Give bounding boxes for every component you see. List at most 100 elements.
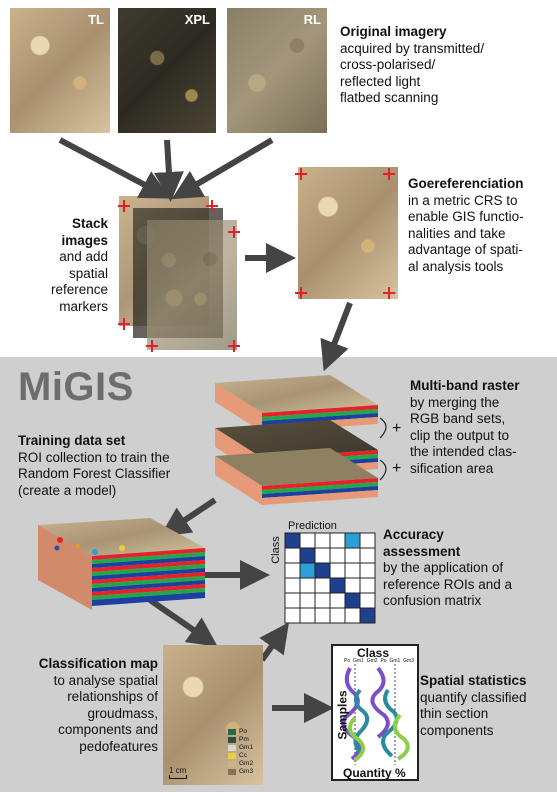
matrix-cell: [314, 547, 331, 564]
stack-line: and add: [59, 249, 108, 264]
stack-layer-3: [147, 220, 237, 350]
classification-text: Classification map to analyse spatial re…: [6, 656, 158, 755]
georef-image: [298, 167, 398, 299]
legend-label: Pm: [239, 736, 249, 743]
stats-class-label: Class: [357, 646, 390, 660]
stats-column-label: Gm3: [403, 658, 414, 664]
spatial-line: components: [420, 722, 494, 738]
legend-swatch: [228, 769, 236, 775]
matrix-cell: [359, 607, 376, 624]
classification-title: Classification map: [38, 656, 158, 671]
accuracy-title-2: assessment: [383, 543, 461, 559]
accuracy-text: Accuracy assessment by the application o…: [383, 527, 553, 610]
matrix-cell: [314, 532, 331, 549]
rl-label: RL: [303, 12, 321, 27]
spatial-line: thin section: [420, 706, 489, 721]
stats-chart: [331, 644, 419, 781]
classification-line: to analyse spatial: [53, 672, 158, 688]
classification-map: [163, 645, 263, 785]
multiband-line: sification area: [410, 460, 494, 476]
matrix-cell: [284, 562, 301, 579]
merge-arc-1: [379, 417, 387, 439]
georef-title: Goereferenciation: [408, 176, 524, 191]
stats-column-label: Po: [380, 658, 387, 664]
matrix-class-label: Class: [269, 536, 282, 564]
matrix-cell: [359, 547, 376, 564]
legend-label: Gm2: [239, 760, 254, 767]
original-title: Original imagery: [340, 24, 447, 39]
original-line: acquired by transmitted/: [340, 40, 485, 56]
classification-line: relationships of: [67, 689, 158, 704]
original-line: cross-polarised/: [340, 57, 436, 72]
original-line: flatbed scanning: [340, 90, 439, 105]
spatial-text: Spatial statistics quantify classified t…: [420, 673, 555, 739]
legend-item: Gm3: [228, 768, 253, 776]
training-title: Training data set: [18, 433, 126, 448]
roi-point: [119, 545, 125, 551]
legend-label: Po: [239, 728, 247, 735]
classification-line: pedofeatures: [79, 738, 158, 754]
stack-line: reference: [50, 282, 108, 297]
multiband-title: Multi-band raster: [410, 378, 520, 393]
roi-point: [57, 537, 63, 543]
matrix-cell: [284, 532, 301, 549]
original-imagery-text: Original imagery acquired by transmitted…: [340, 24, 540, 107]
matrix-cell: [299, 547, 316, 564]
stats-samples-label: Samples: [335, 690, 350, 740]
matrix-cell: [284, 547, 301, 564]
stats-quantity-label: Quantity %: [343, 766, 406, 780]
stack-line: markers: [59, 298, 108, 314]
slab-3: [215, 448, 378, 505]
matrix-cell: [314, 607, 331, 624]
training-line: Random Forest Classifier: [18, 466, 171, 481]
legend-item: Po: [228, 728, 253, 736]
matrix-cell: [344, 562, 361, 579]
matrix-cell: [299, 562, 316, 579]
accuracy-line: reference ROIs and a: [383, 576, 513, 592]
plus-sign-1: +: [392, 420, 402, 437]
stats-column-labels: Po Gm1 Gm2 Po Gm1 Gm3: [344, 658, 414, 664]
classification-line: components and: [58, 722, 158, 737]
georef-line: advantage of spati-: [408, 242, 523, 257]
arrow-xpl: [153, 139, 184, 202]
legend-swatch: [228, 729, 236, 735]
matrix-cell: [284, 592, 301, 609]
georef-line: al analysis tools: [408, 258, 504, 274]
scale-line: [169, 775, 187, 779]
matrix-cell: [344, 532, 361, 549]
xpl-label: XPL: [184, 12, 210, 27]
matrix-cell: [314, 577, 331, 594]
legend-item: Cc: [228, 752, 253, 760]
matrix-cell: [314, 562, 331, 579]
roi-point: [75, 543, 81, 549]
stack-text: Stack images and add spatial reference m…: [20, 216, 108, 315]
legend-swatch: [228, 745, 236, 751]
arrow-map-accuracy: [259, 622, 289, 662]
confusion-matrix: [284, 532, 376, 624]
legend-label: Cc: [239, 752, 247, 759]
multiband-slabs: [215, 375, 387, 505]
legend-item: Gm1: [228, 744, 253, 752]
matrix-cell: [344, 607, 361, 624]
xpl-image: XPL: [118, 8, 216, 133]
training-line: (create a model): [18, 482, 117, 498]
reference-markers: [118, 168, 395, 352]
migis-logo: MiGIS: [18, 365, 134, 409]
matrix-cell: [284, 607, 301, 624]
arrow-training-map: [148, 597, 218, 647]
accuracy-line: by the application of: [383, 560, 504, 575]
legend-label: Gm1: [239, 744, 254, 751]
roi-point: [54, 545, 60, 551]
classification-line: groudmass,: [87, 705, 158, 721]
matrix-cell: [344, 547, 361, 564]
matrix-cell: [314, 592, 331, 609]
training-text: Training data set ROI collection to trai…: [18, 433, 218, 499]
scale-label: 1 cm: [169, 766, 187, 775]
matrix-cell: [359, 577, 376, 594]
georef-line: in a metric CRS to: [408, 192, 518, 208]
matrix-cell: [344, 577, 361, 594]
legend-item: Gm2: [228, 760, 253, 768]
merge-arc-2: [379, 459, 387, 481]
arrow-tl: [58, 137, 171, 199]
